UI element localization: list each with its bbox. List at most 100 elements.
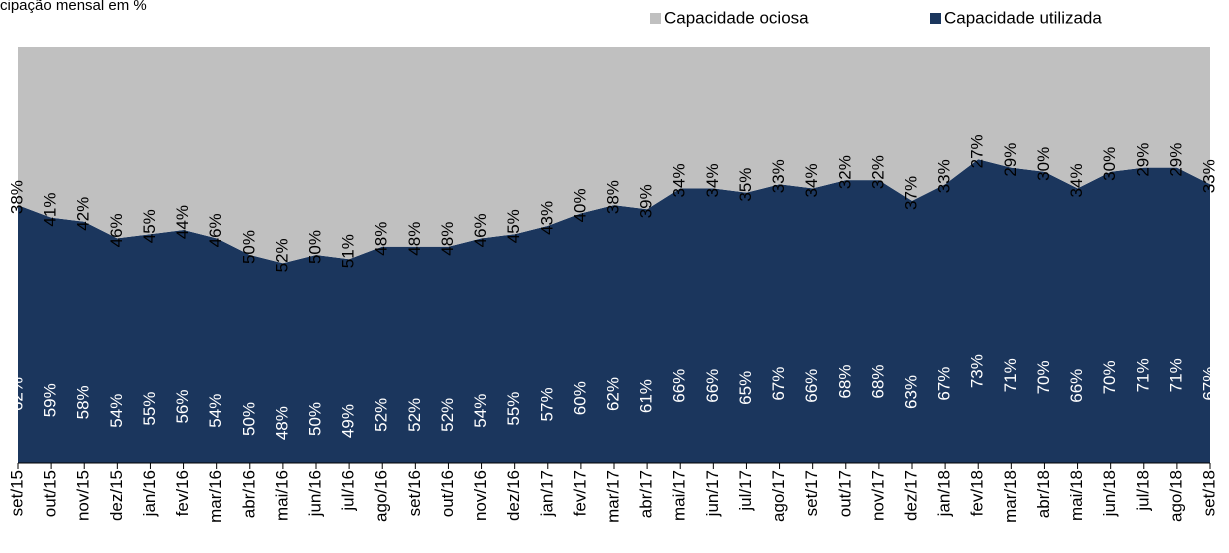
data-label: 58% xyxy=(74,385,93,419)
data-label: 59% xyxy=(41,383,60,417)
x-tick-label: set/15 xyxy=(7,470,26,516)
x-tick-label: ago/17 xyxy=(769,470,788,522)
data-label: 50% xyxy=(239,230,258,264)
data-label: 55% xyxy=(504,392,523,426)
area xyxy=(18,159,1210,464)
x-tick-label: mar/17 xyxy=(603,470,622,523)
data-label: 54% xyxy=(471,394,490,428)
data-label: 51% xyxy=(339,234,358,268)
data-label: 66% xyxy=(802,369,821,403)
x-tick-label: jun/18 xyxy=(1100,470,1119,517)
data-label: 43% xyxy=(537,201,556,235)
data-label: 71% xyxy=(1133,358,1152,392)
x-tick-label: mai/17 xyxy=(670,470,689,521)
data-label: 70% xyxy=(1034,360,1053,394)
data-label: 32% xyxy=(835,155,854,189)
x-tick-label: abr/17 xyxy=(637,470,656,518)
data-label: 52% xyxy=(372,398,391,432)
data-label: 29% xyxy=(1001,143,1020,177)
x-tick-label: dez/15 xyxy=(107,470,126,521)
x-tick-label: jan/16 xyxy=(140,470,159,517)
data-label: 37% xyxy=(901,176,920,210)
data-label: 38% xyxy=(7,180,26,214)
data-label: 62% xyxy=(7,377,26,411)
data-label: 27% xyxy=(968,134,987,168)
x-tick-label: mar/18 xyxy=(1001,470,1020,523)
x-tick-label: jul/18 xyxy=(1133,470,1152,512)
data-label: 33% xyxy=(1199,159,1218,193)
x-tick-label: nov/15 xyxy=(74,470,93,521)
x-tick-label: mai/16 xyxy=(272,470,291,521)
data-label: 32% xyxy=(868,155,887,189)
data-label: 68% xyxy=(868,365,887,399)
chart-title: cipação mensal em % xyxy=(0,0,147,14)
data-label: 67% xyxy=(935,367,954,401)
data-label: 46% xyxy=(471,213,490,247)
data-label: 66% xyxy=(703,369,722,403)
data-label: 35% xyxy=(736,168,755,202)
data-label: 54% xyxy=(206,394,225,428)
x-tick-label: nov/17 xyxy=(868,470,887,521)
data-label: 50% xyxy=(305,230,324,264)
data-label: 48% xyxy=(438,222,457,256)
data-label: 52% xyxy=(405,398,424,432)
data-label: 54% xyxy=(107,394,126,428)
x-tick-label: dez/17 xyxy=(901,470,920,521)
data-label: 65% xyxy=(736,371,755,405)
data-label: 38% xyxy=(603,180,622,214)
data-label: 49% xyxy=(339,404,358,438)
x-tick-label: dez/16 xyxy=(504,470,523,521)
data-label: 52% xyxy=(438,398,457,432)
x-tick-label: set/16 xyxy=(405,470,424,516)
data-label: 33% xyxy=(935,159,954,193)
legend-label: Capacidade ociosa xyxy=(664,8,809,27)
data-label: 34% xyxy=(703,163,722,197)
data-label: 40% xyxy=(570,188,589,222)
data-label: 66% xyxy=(1067,369,1086,403)
data-label: 50% xyxy=(305,402,324,436)
area xyxy=(18,47,1210,264)
data-label: 57% xyxy=(537,387,556,421)
data-label: 61% xyxy=(637,379,656,413)
data-label: 34% xyxy=(1067,163,1086,197)
data-label: 70% xyxy=(1100,360,1119,394)
data-label: 63% xyxy=(901,375,920,409)
data-label: 48% xyxy=(405,222,424,256)
x-tick-label: set/18 xyxy=(1199,470,1218,516)
data-label: 56% xyxy=(173,390,192,424)
x-tick-label: mar/16 xyxy=(206,470,225,523)
data-label: 29% xyxy=(1166,143,1185,177)
x-tick-label: jan/18 xyxy=(935,470,954,517)
data-label: 50% xyxy=(239,402,258,436)
x-tick-label: fev/18 xyxy=(968,470,987,516)
data-label: 45% xyxy=(140,209,159,243)
x-tick-label: jun/16 xyxy=(305,470,324,517)
data-label: 29% xyxy=(1133,143,1152,177)
data-label: 67% xyxy=(1199,367,1218,401)
x-tick-label: nov/16 xyxy=(471,470,490,521)
x-tick-label: jun/17 xyxy=(703,470,722,517)
x-tick-label: out/17 xyxy=(835,470,854,517)
data-label: 42% xyxy=(74,197,93,231)
x-tick-label: abr/16 xyxy=(239,470,258,518)
data-label: 45% xyxy=(504,209,523,243)
data-label: 62% xyxy=(603,377,622,411)
legend-swatch xyxy=(930,13,941,24)
data-label: 66% xyxy=(670,369,689,403)
data-label: 46% xyxy=(206,213,225,247)
data-label: 71% xyxy=(1001,358,1020,392)
x-tick-label: ago/18 xyxy=(1166,470,1185,522)
data-label: 34% xyxy=(670,163,689,197)
data-label: 71% xyxy=(1166,358,1185,392)
data-label: 39% xyxy=(637,184,656,218)
data-label: 55% xyxy=(140,392,159,426)
data-label: 46% xyxy=(107,213,126,247)
x-tick-label: abr/18 xyxy=(1034,470,1053,518)
data-label: 52% xyxy=(272,238,291,272)
data-label: 73% xyxy=(968,354,987,388)
legend-label: Capacidade utilizada xyxy=(944,8,1102,27)
data-label: 44% xyxy=(173,205,192,239)
data-label: 48% xyxy=(372,222,391,256)
data-label: 34% xyxy=(802,163,821,197)
